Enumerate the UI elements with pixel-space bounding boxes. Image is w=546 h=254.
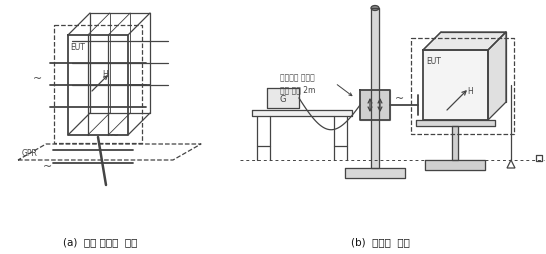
Text: ~: ~	[33, 74, 43, 84]
Text: ~: ~	[395, 94, 404, 104]
Ellipse shape	[371, 6, 379, 10]
Text: ~: ~	[110, 131, 119, 141]
Polygon shape	[416, 120, 495, 126]
Text: (b)  탁상형  기기: (b) 탁상형 기기	[351, 237, 410, 247]
Text: EUT: EUT	[426, 57, 441, 66]
Polygon shape	[425, 160, 485, 170]
Text: H: H	[102, 70, 108, 79]
Text: G: G	[280, 96, 286, 104]
Polygon shape	[252, 110, 352, 116]
Polygon shape	[360, 90, 390, 120]
Polygon shape	[371, 8, 379, 168]
Text: GPR: GPR	[22, 149, 38, 158]
Text: H: H	[467, 87, 473, 96]
Text: ~: ~	[43, 162, 52, 172]
Polygon shape	[452, 126, 458, 160]
Polygon shape	[488, 32, 506, 120]
Text: 최대 길이 2m: 최대 길이 2m	[280, 85, 316, 94]
Polygon shape	[345, 168, 405, 178]
Polygon shape	[423, 32, 506, 50]
Text: EUT: EUT	[70, 43, 85, 52]
Polygon shape	[423, 50, 488, 120]
Polygon shape	[267, 88, 299, 108]
Text: 트위스트 케이블: 트위스트 케이블	[280, 73, 314, 82]
Text: (a)  바닥 거치형  기기: (a) 바닥 거치형 기기	[63, 237, 137, 247]
